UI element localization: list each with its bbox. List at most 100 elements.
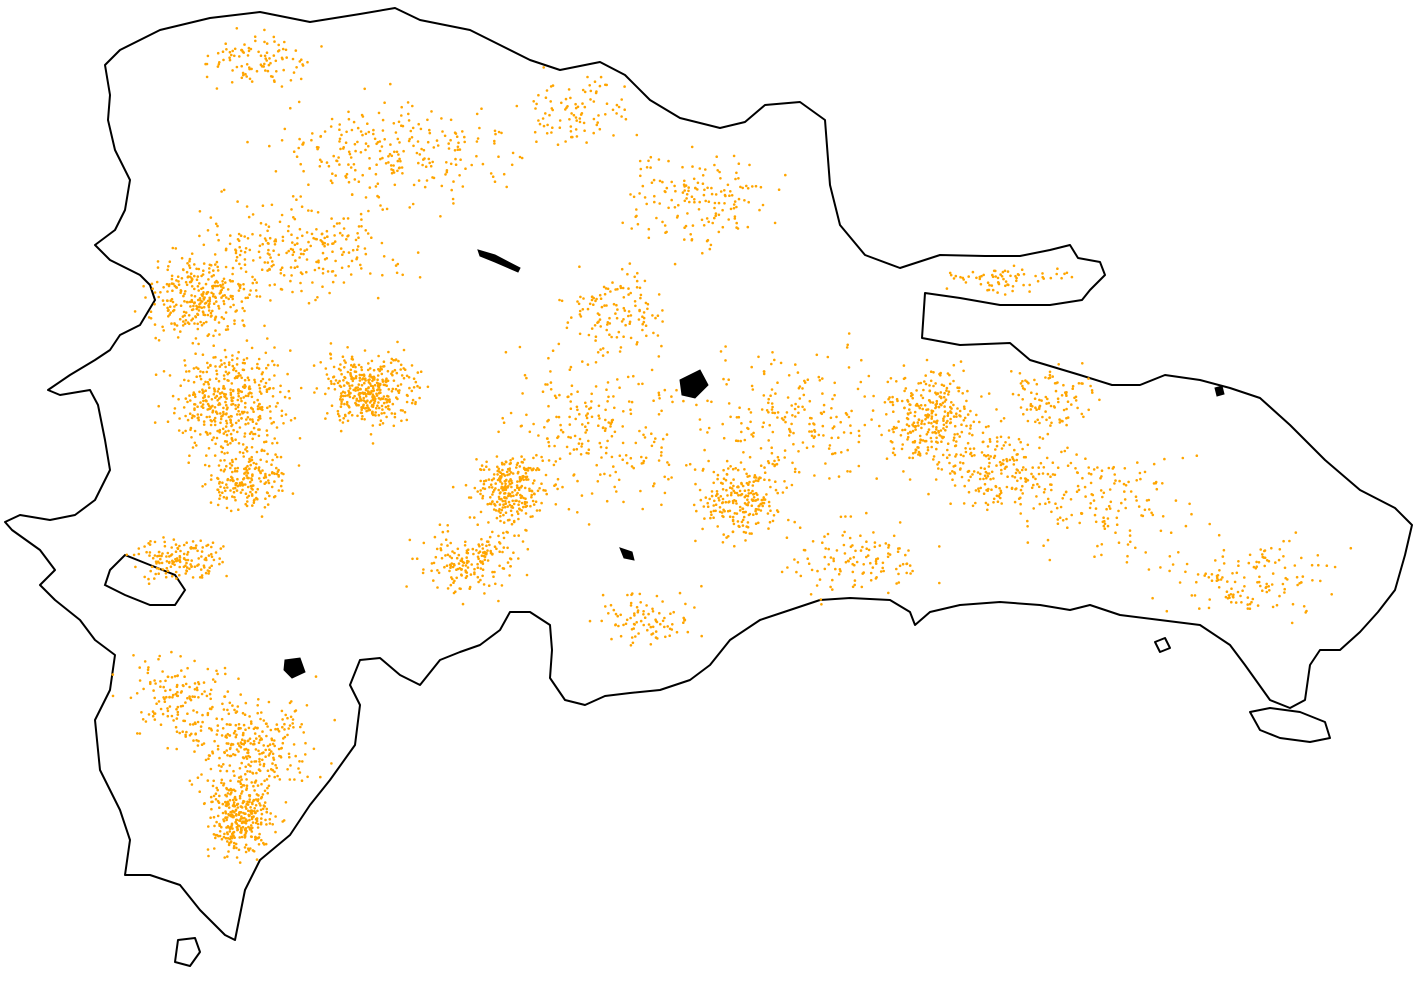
map-point [701, 182, 705, 185]
map-point [343, 402, 346, 406]
map-point [736, 439, 740, 443]
map-point [518, 500, 521, 503]
map-point [946, 414, 950, 418]
map-point [261, 371, 265, 374]
map-point [382, 395, 386, 398]
map-point [786, 396, 790, 399]
map-point [341, 421, 345, 424]
map-point [649, 166, 652, 169]
map-point [596, 480, 600, 483]
map-point [213, 739, 216, 743]
map-point [950, 401, 953, 404]
map-point [638, 286, 642, 290]
map-point [207, 395, 210, 398]
map-point [936, 392, 939, 395]
map-point [1178, 581, 1182, 584]
map-point [254, 798, 258, 801]
map-point [740, 430, 743, 434]
map-point [560, 299, 564, 303]
map-point [270, 471, 274, 475]
map-point [236, 398, 240, 402]
map-point [244, 502, 247, 506]
map-point [264, 472, 267, 476]
map-point [269, 728, 273, 732]
map-point [249, 742, 252, 745]
map-point [244, 422, 247, 426]
map-point [1237, 560, 1240, 563]
map-point [262, 841, 265, 845]
map-point [330, 762, 333, 765]
map-point [302, 731, 306, 734]
map-point [762, 372, 766, 376]
map-point [267, 754, 271, 757]
map-point [207, 464, 211, 468]
map-point [309, 244, 313, 248]
map-point [361, 415, 364, 418]
map-point [465, 561, 469, 565]
map-point [503, 505, 507, 509]
map-point [512, 519, 516, 523]
map-point [505, 185, 509, 189]
map-point [475, 112, 479, 116]
map-point [367, 130, 371, 134]
map-point [626, 375, 630, 379]
map-point [615, 316, 619, 320]
map-point [966, 389, 969, 393]
map-point [603, 472, 606, 476]
map-point [168, 705, 172, 708]
map-point [229, 792, 232, 796]
map-point [381, 208, 385, 211]
map-point [1274, 561, 1277, 564]
map-point [210, 419, 213, 423]
map-point [402, 149, 405, 153]
map-point [754, 491, 758, 495]
map-point [222, 58, 225, 62]
map-point [247, 763, 250, 766]
map-point [195, 739, 198, 742]
map-point [709, 243, 713, 247]
map-point [455, 135, 459, 138]
map-point [153, 679, 156, 682]
map-point [355, 257, 358, 261]
map-point [191, 540, 195, 543]
map-point [236, 705, 240, 708]
map-point [228, 50, 232, 54]
map-point [270, 265, 274, 268]
map-point [727, 218, 730, 221]
map-point [1094, 507, 1098, 510]
map-point [250, 455, 253, 459]
map-point [379, 157, 382, 161]
map-point [1059, 505, 1063, 509]
map-point [218, 397, 221, 400]
map-point [180, 256, 184, 260]
point-layer [111, 27, 1353, 864]
map-point [224, 672, 227, 676]
map-point [399, 159, 402, 163]
map-point [267, 225, 271, 228]
map-point [249, 827, 252, 831]
map-point [683, 189, 686, 192]
map-point [360, 267, 363, 270]
map-point [1286, 578, 1289, 581]
map-point [266, 452, 269, 456]
map-point [135, 692, 139, 695]
map-point [337, 367, 341, 371]
map-point [217, 834, 220, 838]
map-point [173, 284, 177, 288]
map-point [572, 474, 575, 477]
map-point [342, 417, 346, 420]
map-point [213, 420, 217, 423]
map-point [771, 519, 775, 523]
map-point [732, 484, 735, 488]
map-point [368, 367, 372, 370]
map-point [525, 529, 528, 532]
map-point [263, 62, 266, 66]
map-point [590, 400, 593, 403]
map-point [239, 782, 243, 785]
map-point [638, 159, 642, 163]
map-point [460, 574, 464, 577]
map-point [151, 710, 155, 713]
map-point [948, 373, 951, 377]
map-point [266, 786, 269, 790]
map-point [774, 392, 777, 395]
